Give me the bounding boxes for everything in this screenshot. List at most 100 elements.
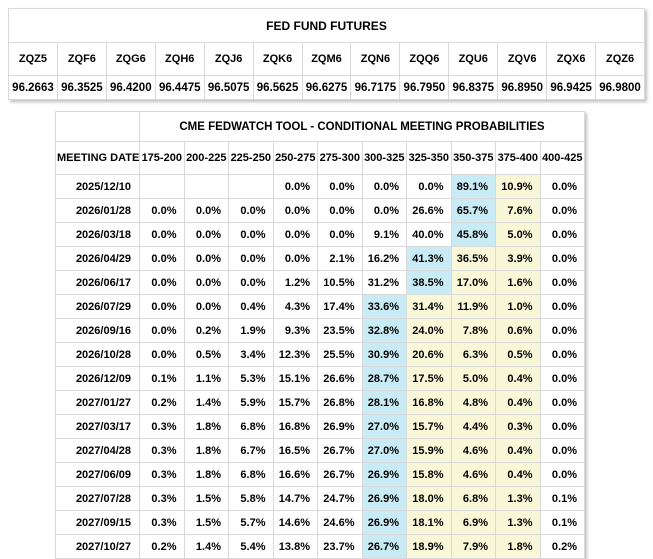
probability-cell: 10.9%	[495, 174, 541, 199]
probability-cell: 0.0%	[183, 294, 229, 319]
meeting-row: 2026/03/18 0.0% 0.0% 0.0% 0.0% 0.0% 9.1% 40.0% 4…	[55, 222, 585, 247]
meeting-date: 2026/06/17	[55, 270, 140, 295]
probability-cell: 1.4%	[183, 534, 229, 559]
probability-cell: 15.7%	[406, 414, 452, 439]
probability-cell: 0.4%	[495, 390, 541, 415]
probability-cell: 0.0%	[539, 414, 585, 439]
contract-price-zqq6: 96.7950	[399, 75, 450, 100]
rate-range-header-200-225: 200-225	[183, 141, 229, 175]
rate-range-header-275-300: 275-300	[317, 141, 363, 175]
meeting-row: 2026/10/28 0.0% 0.5% 3.4% 12.3% 25.5% 30.9% 20.…	[55, 342, 585, 367]
probability-cell: 1.8%	[183, 438, 229, 463]
probability-cell: 2.1%	[317, 246, 363, 271]
probability-cell: 31.4%	[406, 294, 452, 319]
fedwatch-table-body: 2025/12/10 0.0% 0.0% 0.0% 0.0% 89.1% 10.9% 0.0%…	[55, 174, 585, 559]
probability-cell: 0.0%	[539, 462, 585, 487]
probability-cell: 16.6%	[272, 462, 318, 487]
meeting-date: 2027/10/27	[55, 534, 140, 559]
probability-cell: 26.9%	[317, 414, 363, 439]
contract-price-zqz5: 96.2663	[8, 75, 58, 100]
probability-cell: 6.8%	[450, 486, 496, 511]
contract-header-zqx6: ZQX6	[546, 42, 597, 76]
probability-cell: 31.2%	[361, 270, 407, 295]
probability-cell: 0.6%	[495, 318, 541, 343]
probability-cell: 1.8%	[495, 534, 541, 559]
meeting-date: 2027/09/15	[55, 510, 140, 535]
meeting-date: 2027/06/09	[55, 462, 140, 487]
probability-cell: 0.0%	[272, 174, 318, 199]
meeting-row: 2027/06/09 0.3% 1.8% 6.8% 16.6% 26.7% 26.9% 15.…	[55, 462, 585, 487]
probability-cell: 30.9%	[361, 342, 407, 367]
probability-cell: 0.0%	[228, 198, 274, 223]
probability-cell: 0.0%	[183, 270, 229, 295]
probability-cell	[139, 174, 185, 199]
meeting-row: 2026/04/29 0.0% 0.0% 0.0% 0.0% 2.1% 16.2% 41.3%…	[55, 246, 585, 271]
probability-cell: 17.4%	[317, 294, 363, 319]
probability-cell: 24.6%	[317, 510, 363, 535]
probability-cell: 17.0%	[450, 270, 496, 295]
probability-cell: 6.7%	[228, 438, 274, 463]
probability-cell: 0.0%	[139, 342, 185, 367]
probability-cell: 5.0%	[495, 222, 541, 247]
probability-cell: 0.0%	[361, 174, 407, 199]
meeting-row: 2027/01/27 0.2% 1.4% 5.9% 15.7% 26.8% 28.1% 16.…	[55, 390, 585, 415]
contract-header-zqv6: ZQV6	[497, 42, 548, 76]
meeting-date: 2026/03/18	[55, 222, 140, 247]
probability-cell: 26.7%	[317, 438, 363, 463]
probability-cell: 7.6%	[495, 198, 541, 223]
probability-cell: 24.0%	[406, 318, 452, 343]
probability-cell: 0.0%	[139, 270, 185, 295]
meeting-row: 2027/09/15 0.3% 1.5% 5.7% 14.6% 24.6% 26.9% 18.…	[55, 510, 585, 535]
probability-cell: 15.9%	[406, 438, 452, 463]
probability-cell: 10.5%	[317, 270, 363, 295]
probability-cell: 5.8%	[228, 486, 274, 511]
meeting-date: 2026/07/29	[55, 294, 140, 319]
probability-cell: 0.3%	[139, 486, 185, 511]
probability-cell: 0.5%	[183, 342, 229, 367]
probability-cell: 5.4%	[228, 534, 274, 559]
contract-header-zqg6: ZQG6	[105, 42, 156, 76]
probability-cell: 0.0%	[539, 270, 585, 295]
probability-cell: 17.5%	[406, 366, 452, 391]
probability-cell: 5.7%	[228, 510, 274, 535]
meeting-date: 2027/01/27	[55, 390, 140, 415]
contract-price-zqm6: 96.6275	[301, 75, 352, 100]
probability-cell: 26.6%	[406, 198, 452, 223]
probability-cell: 16.8%	[272, 414, 318, 439]
probability-cell: 1.5%	[183, 510, 229, 535]
probability-cell: 0.0%	[539, 246, 585, 271]
probability-cell: 0.0%	[539, 390, 585, 415]
probability-cell: 0.0%	[317, 174, 363, 199]
probability-cell: 12.3%	[272, 342, 318, 367]
probability-cell: 4.6%	[450, 438, 496, 463]
fedwatch-corner-cell	[55, 111, 140, 142]
probability-cell: 1.8%	[183, 414, 229, 439]
probability-cell: 0.0%	[272, 198, 318, 223]
probability-cell: 0.1%	[139, 366, 185, 391]
contract-header-zqf6: ZQF6	[56, 42, 107, 76]
probability-cell: 0.5%	[495, 342, 541, 367]
meeting-date: 2026/12/09	[55, 366, 140, 391]
probability-cell: 0.0%	[139, 294, 185, 319]
probability-cell: 1.1%	[183, 366, 229, 391]
probability-cell: 0.0%	[539, 318, 585, 343]
probability-cell: 0.4%	[228, 294, 274, 319]
contract-price-zqz6: 96.9800	[595, 75, 645, 100]
meeting-row: 2026/09/16 0.0% 0.2% 1.9% 9.3% 23.5% 32.8% 24.0…	[55, 318, 585, 343]
contract-price-zqv6: 96.8950	[497, 75, 548, 100]
probability-cell: 1.4%	[183, 390, 229, 415]
contract-price-zqg6: 96.4200	[105, 75, 156, 100]
probability-cell: 18.9%	[406, 534, 452, 559]
meeting-row: 2026/12/09 0.1% 1.1% 5.3% 15.1% 26.6% 28.7% 17.…	[55, 366, 585, 391]
contract-price-zqj6: 96.5075	[203, 75, 254, 100]
probability-cell: 41.3%	[406, 246, 452, 271]
fed-fund-futures-table: FED FUND FUTURES ZQZ5 ZQF6 ZQG6 ZQH6 ZQJ6 ZQK…	[8, 8, 645, 100]
probability-cell: 45.8%	[450, 222, 496, 247]
probability-cell: 23.5%	[317, 318, 363, 343]
probability-cell: 3.9%	[495, 246, 541, 271]
probability-cell: 26.9%	[361, 486, 407, 511]
probability-cell: 28.7%	[361, 366, 407, 391]
probability-cell: 65.7%	[450, 198, 496, 223]
probability-cell: 11.9%	[450, 294, 496, 319]
probability-cell: 26.9%	[361, 510, 407, 535]
